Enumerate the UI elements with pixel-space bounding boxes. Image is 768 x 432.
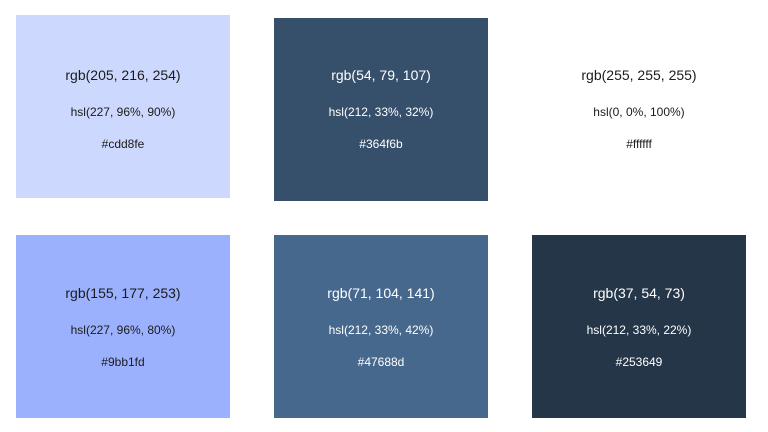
hsl-value: hsl(227, 96%, 90%) (70, 105, 176, 119)
color-swatch-1: rgb(205, 216, 254) hsl(227, 96%, 90%) #c… (16, 15, 230, 198)
hex-value: #9bb1fd (101, 355, 145, 369)
color-swatch-5: rgb(71, 104, 141) hsl(212, 33%, 42%) #47… (274, 235, 488, 418)
rgb-value: rgb(54, 79, 107) (331, 67, 431, 83)
hsl-value: hsl(212, 33%, 32%) (328, 105, 434, 119)
rgb-value: rgb(71, 104, 141) (327, 285, 435, 301)
color-swatch-6: rgb(37, 54, 73) hsl(212, 33%, 22%) #2536… (532, 235, 746, 418)
hsl-value: hsl(212, 33%, 22%) (586, 323, 692, 337)
hex-value: #253649 (615, 355, 663, 369)
color-swatch-2: rgb(54, 79, 107) hsl(212, 33%, 32%) #364… (274, 18, 488, 201)
hex-value: #47688d (357, 355, 405, 369)
rgb-value: rgb(155, 177, 253) (65, 285, 181, 301)
rgb-value: rgb(205, 216, 254) (65, 67, 181, 83)
rgb-value: rgb(255, 255, 255) (581, 67, 697, 83)
color-swatch-3: rgb(255, 255, 255) hsl(0, 0%, 100%) #fff… (532, 18, 746, 201)
hsl-value: hsl(212, 33%, 42%) (328, 323, 434, 337)
hex-value: #ffffff (626, 137, 652, 151)
rgb-value: rgb(37, 54, 73) (593, 285, 685, 301)
hex-value: #cdd8fe (101, 137, 145, 151)
hsl-value: hsl(0, 0%, 100%) (593, 105, 685, 119)
color-swatch-4: rgb(155, 177, 253) hsl(227, 96%, 80%) #9… (16, 235, 230, 418)
hex-value: #364f6b (359, 137, 403, 151)
hsl-value: hsl(227, 96%, 80%) (70, 323, 176, 337)
